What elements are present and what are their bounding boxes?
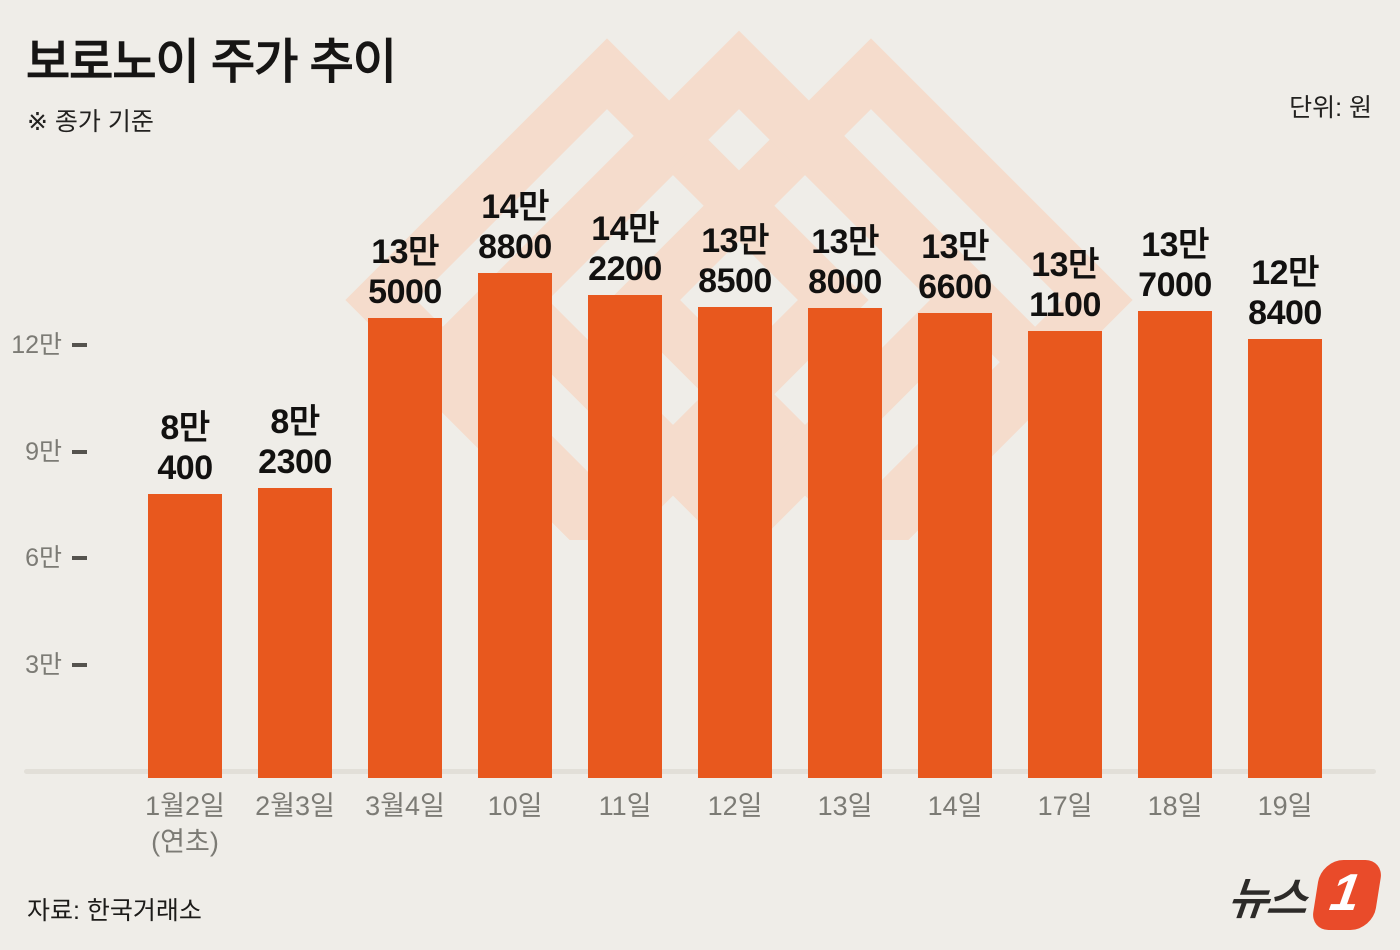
- x-axis-label: 10일: [487, 791, 543, 821]
- y-axis-tick-mark: [72, 556, 87, 560]
- news1-logo-mark-icon: 1: [1310, 860, 1384, 930]
- y-axis-tick-label: 6만: [25, 544, 62, 572]
- x-axis-label: 12일: [707, 791, 763, 821]
- bar: [148, 494, 222, 778]
- bar-value-label: 8만 400: [157, 409, 213, 487]
- source-credit: 자료: 한국거래소: [27, 897, 202, 925]
- bar-value-label: 12만 8400: [1248, 254, 1322, 332]
- chart-note: ※ 종가 기준: [27, 108, 154, 136]
- bar: [918, 313, 992, 778]
- bar: [1248, 339, 1322, 778]
- y-axis-tick-label: 12만: [11, 331, 62, 359]
- unit-label: 단위: 원: [1289, 94, 1372, 122]
- y-axis-tick-label: 9만: [25, 438, 62, 466]
- y-axis-tick-label: 3만: [25, 651, 62, 679]
- news1-logo-numeral: 1: [1326, 864, 1365, 922]
- bar-value-label: 8만 2300: [258, 403, 332, 481]
- x-axis-label: 3월4일: [365, 791, 445, 821]
- bar: [478, 273, 552, 778]
- x-axis-label: 18일: [1147, 791, 1203, 821]
- y-axis-tick-mark: [72, 450, 87, 454]
- x-axis-label: 19일: [1257, 791, 1313, 821]
- x-axis-label: 13일: [817, 791, 873, 821]
- bar: [698, 307, 772, 778]
- bar: [368, 318, 442, 778]
- bar: [1138, 311, 1212, 778]
- x-axis-label: 14일: [927, 791, 983, 821]
- x-axis-label: 17일: [1037, 791, 1093, 821]
- y-axis-tick-mark: [72, 663, 87, 667]
- bar: [588, 295, 662, 778]
- bar: [1028, 331, 1102, 778]
- x-axis-label: 1월2일 (연초): [145, 791, 225, 857]
- news1-logo: 뉴스 1: [1225, 860, 1384, 930]
- x-axis-label: 11일: [598, 791, 652, 821]
- y-axis-tick-mark: [72, 343, 87, 347]
- bar-value-label: 13만 7000: [1138, 226, 1212, 304]
- chart-title: 보로노이 주가 추이: [26, 36, 397, 89]
- news1-logo-text: 뉴스: [1225, 875, 1309, 924]
- bar: [258, 488, 332, 778]
- bar: [808, 308, 882, 778]
- x-axis-label: 2월3일: [255, 791, 335, 821]
